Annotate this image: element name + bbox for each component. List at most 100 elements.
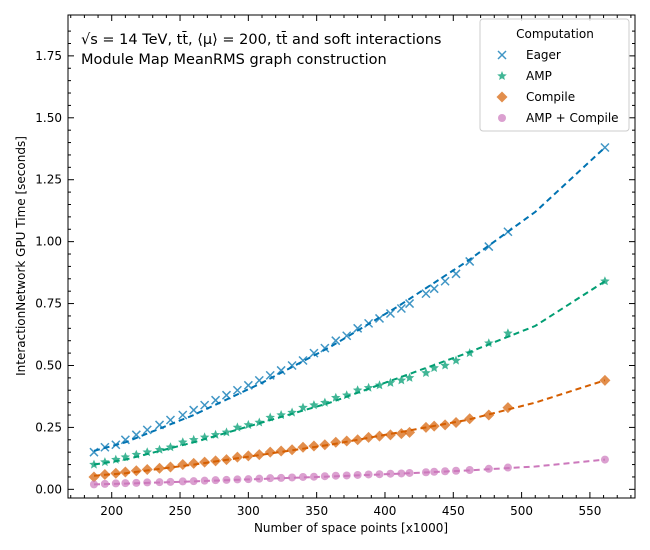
compile-point bbox=[188, 457, 200, 469]
eager-point bbox=[243, 380, 253, 390]
chart-marks bbox=[88, 142, 611, 489]
x-tick-label: 350 bbox=[305, 504, 328, 518]
compile-point bbox=[130, 465, 142, 477]
annotation-line-1: √s = 14 TeV, tt̄, ⟨μ⟩ = 200, tt̄ and sof… bbox=[81, 30, 441, 48]
amp-point bbox=[188, 434, 199, 444]
compile-point bbox=[164, 461, 176, 473]
compile-point bbox=[599, 374, 611, 386]
compile-point bbox=[177, 459, 189, 471]
amp-compile-point bbox=[89, 480, 98, 489]
amp-point bbox=[352, 385, 363, 395]
eager-point bbox=[320, 343, 330, 353]
eager-point bbox=[309, 348, 319, 358]
legend-title: Computation bbox=[516, 27, 594, 41]
x-tick-label: 550 bbox=[578, 504, 601, 518]
amp-point bbox=[265, 412, 275, 422]
compile-point bbox=[352, 434, 364, 446]
x-axis-ticks: 200 250 300 350 400 450 500 550 bbox=[70, 15, 632, 518]
y-axis-label: InteractionNetwork GPU Time [seconds] bbox=[14, 136, 28, 376]
x-tick-label: 400 bbox=[374, 504, 397, 518]
amp-point bbox=[503, 328, 513, 338]
compile-point bbox=[450, 416, 462, 428]
amp-compile-point bbox=[288, 473, 297, 482]
amp-compile-point bbox=[298, 472, 307, 481]
eager-point bbox=[131, 430, 141, 440]
amp-point bbox=[440, 360, 450, 370]
compile-point bbox=[308, 440, 320, 452]
eager-point bbox=[465, 256, 475, 266]
legend-label-compile: Compile bbox=[526, 90, 575, 104]
amp-compile-point bbox=[266, 474, 275, 483]
amp-point bbox=[111, 454, 121, 464]
eager-point bbox=[142, 425, 152, 435]
compile-point bbox=[395, 428, 407, 440]
amp-point bbox=[309, 400, 319, 410]
y-tick-label: 0.00 bbox=[35, 482, 62, 496]
compile-point bbox=[483, 409, 495, 421]
compile-point bbox=[502, 402, 514, 414]
eager-point bbox=[385, 308, 395, 318]
eager-point bbox=[232, 385, 242, 395]
legend-label-eager: Eager bbox=[526, 48, 561, 62]
y-tick-label: 1.75 bbox=[35, 49, 62, 63]
amp-point bbox=[298, 402, 308, 412]
x-tick-label: 500 bbox=[510, 504, 533, 518]
amp-point bbox=[429, 363, 439, 372]
amp-point bbox=[421, 367, 431, 377]
compile-point bbox=[404, 426, 416, 438]
x-tick-label: 250 bbox=[169, 504, 192, 518]
amp-compile-point bbox=[166, 477, 175, 486]
y-tick-label: 1.50 bbox=[35, 111, 62, 125]
eager-point bbox=[421, 289, 431, 299]
y-tick-label: 0.50 bbox=[35, 358, 62, 372]
y-tick-label: 1.00 bbox=[35, 235, 62, 249]
amp-point bbox=[221, 427, 232, 437]
x-tick-label: 450 bbox=[442, 504, 465, 518]
amp-point bbox=[385, 377, 396, 387]
compile-point bbox=[374, 430, 386, 442]
compile-point bbox=[88, 471, 100, 483]
compile-point bbox=[297, 441, 309, 453]
legend-box bbox=[479, 18, 630, 132]
eager-point bbox=[331, 336, 341, 346]
annotation-line-2: Module Map MeanRMS graph construction bbox=[81, 52, 387, 68]
legend-label-amp-compile: AMP + Compile bbox=[526, 111, 619, 125]
y-tick-label: 0.75 bbox=[35, 297, 62, 311]
eager-point bbox=[405, 299, 415, 309]
legend-label-amp: AMP bbox=[526, 69, 552, 83]
amp-point bbox=[374, 380, 385, 390]
amp-point bbox=[254, 417, 264, 427]
x-tick-label: 300 bbox=[237, 504, 260, 518]
eager-point bbox=[120, 435, 130, 445]
y-tick-label: 0.25 bbox=[35, 420, 62, 434]
plot-frame bbox=[67, 14, 636, 499]
amp-point bbox=[342, 390, 352, 400]
amp-compile-point bbox=[189, 477, 198, 486]
amp-compile-point bbox=[277, 473, 286, 482]
amp-compile-point bbox=[600, 455, 609, 464]
legend-marker-eager bbox=[497, 50, 507, 60]
amp-compile-point bbox=[178, 477, 187, 486]
compile-point bbox=[231, 451, 243, 463]
eager-point bbox=[178, 410, 188, 420]
amp-compile-fit-line bbox=[93, 458, 605, 486]
amp-fit-line bbox=[93, 280, 606, 466]
x-tick-label: 200 bbox=[100, 504, 123, 518]
legend-items: Eager AMP Compile AMP + Compile bbox=[496, 48, 619, 125]
legend-marker-amp-compile bbox=[498, 114, 506, 122]
amp-point bbox=[451, 355, 461, 365]
legend: Computation Eager AMP Compile AMP + Compile bbox=[479, 18, 630, 132]
compile-point bbox=[384, 429, 396, 441]
compile-point bbox=[275, 445, 287, 457]
eager-point bbox=[429, 284, 439, 294]
compile-point bbox=[253, 449, 265, 461]
x-axis-label: Number of space points [x1000] bbox=[254, 521, 448, 535]
eager-point bbox=[353, 323, 363, 333]
legend-marker-compile bbox=[496, 91, 508, 103]
legend-marker-amp bbox=[497, 71, 507, 80]
compile-fit-line bbox=[93, 379, 606, 477]
amp-compile-point bbox=[386, 469, 395, 478]
compile-point bbox=[264, 446, 276, 458]
y-tick-label: 1.25 bbox=[35, 173, 62, 187]
